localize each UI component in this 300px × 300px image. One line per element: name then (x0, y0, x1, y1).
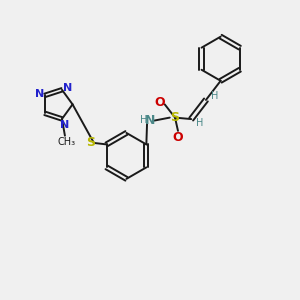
Text: N: N (63, 83, 72, 93)
Text: O: O (173, 131, 183, 144)
Text: H: H (196, 118, 203, 128)
Text: S: S (170, 111, 179, 124)
Text: S: S (86, 136, 95, 149)
Text: O: O (154, 96, 165, 110)
Text: CH₃: CH₃ (57, 137, 76, 148)
Text: N: N (145, 114, 155, 127)
Text: N: N (60, 120, 69, 130)
Text: H: H (211, 92, 218, 101)
Text: H: H (140, 115, 147, 125)
Text: N: N (35, 89, 44, 99)
